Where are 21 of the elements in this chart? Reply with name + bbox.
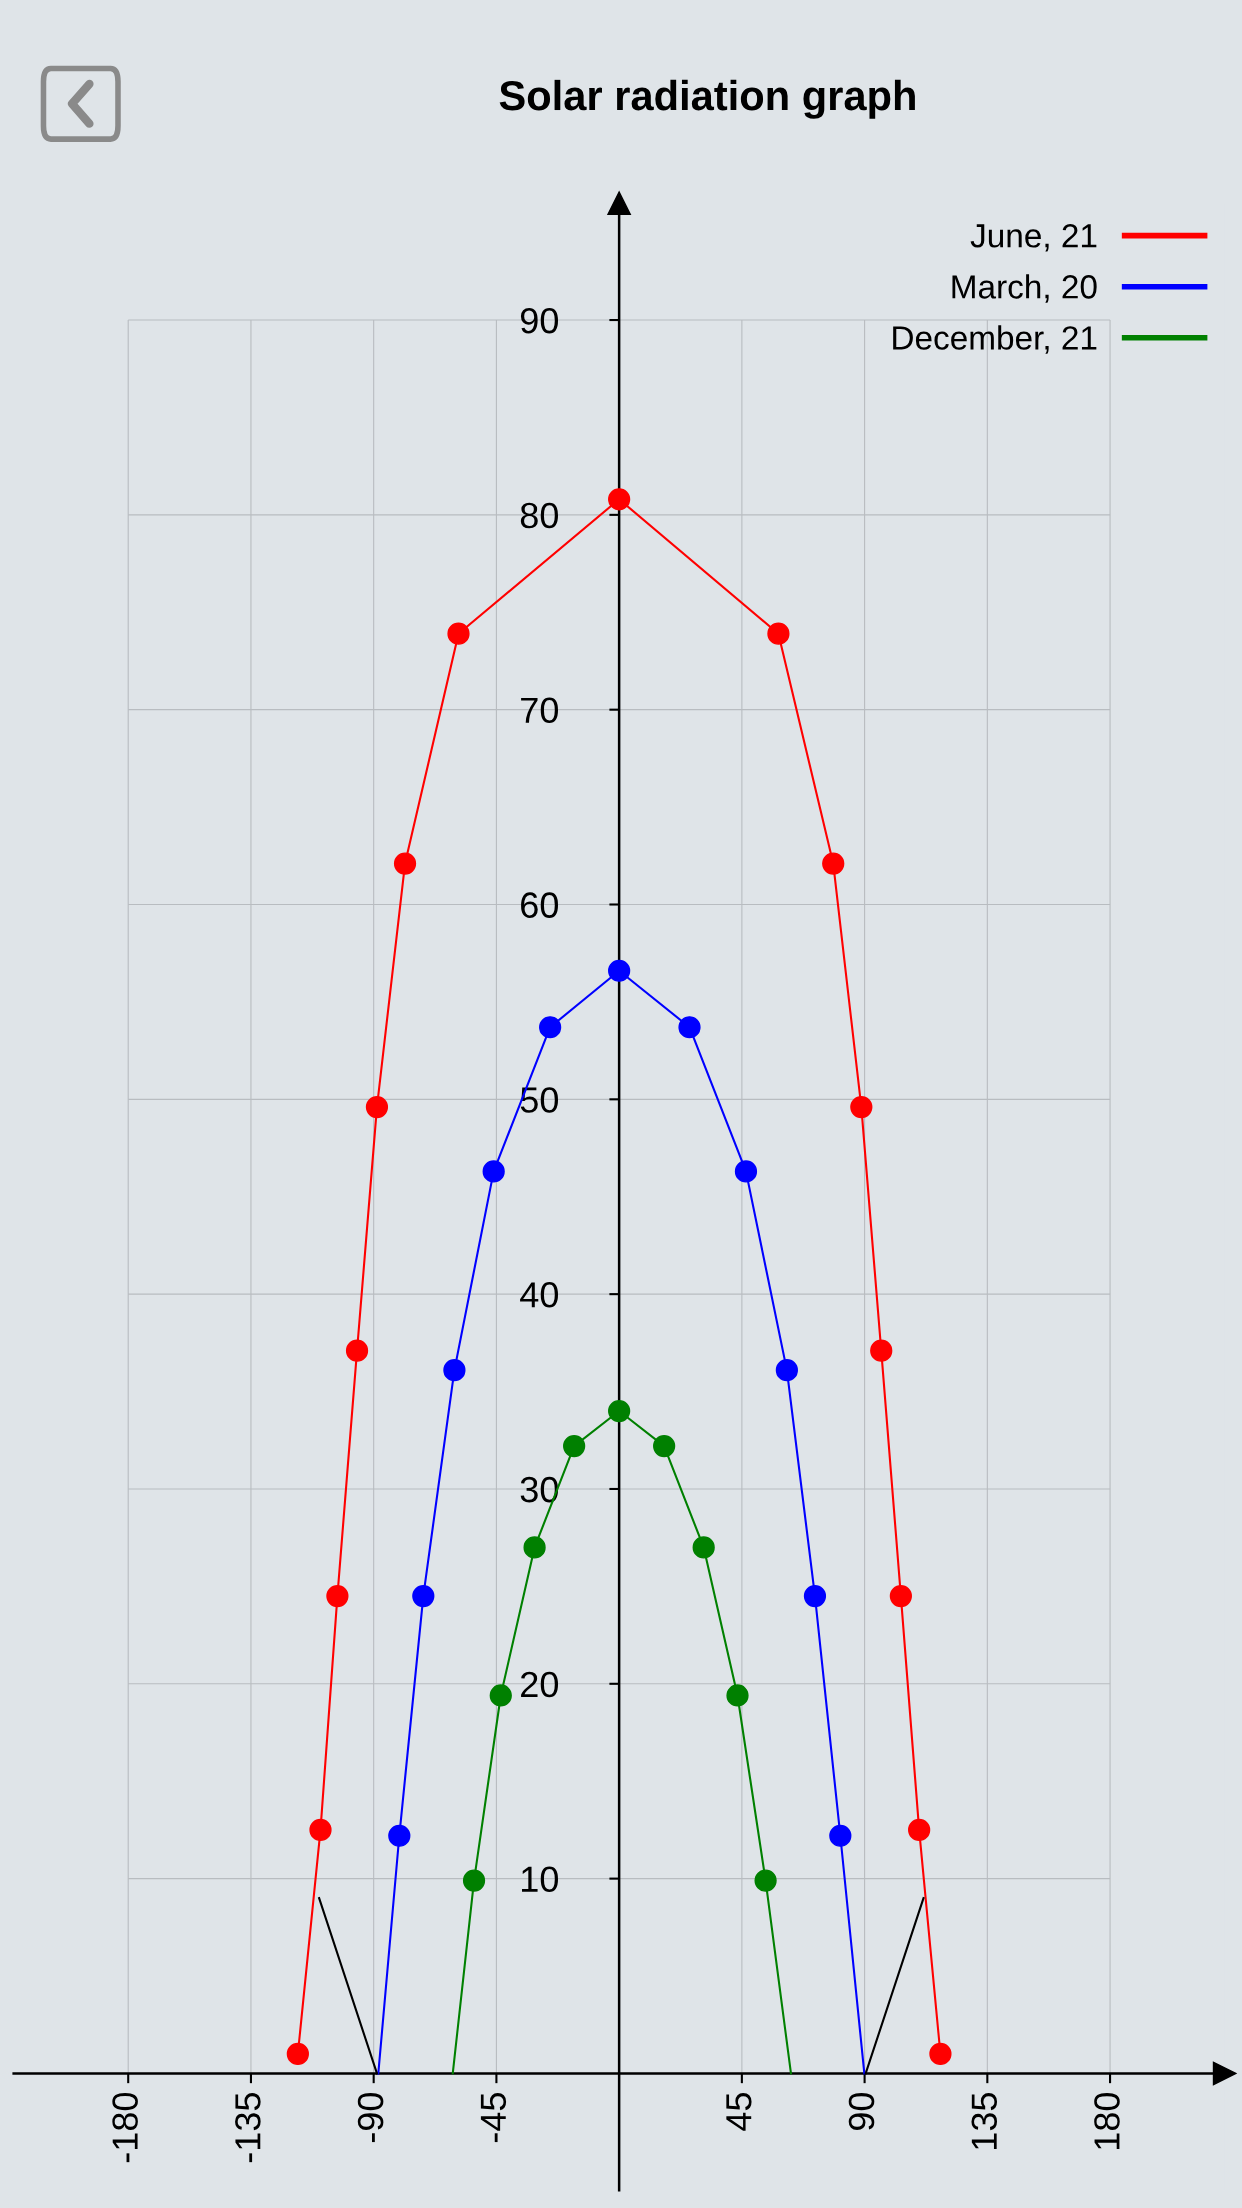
legend-label: June, 21 xyxy=(970,224,1097,252)
y-tick-label: 40 xyxy=(520,1282,559,1308)
x-tick-label: 90 xyxy=(848,2092,875,2130)
y-tick-label: 20 xyxy=(521,1671,559,1698)
x-tick-label: -135 xyxy=(235,2093,261,2163)
y-tick-label: 50 xyxy=(520,1087,559,1113)
legend-label: March, 20 xyxy=(952,274,1097,303)
y-tick-label: 10 xyxy=(522,1866,559,1893)
x-tick-label: -90 xyxy=(357,2092,384,2143)
x-tick-label: -45 xyxy=(480,2093,507,2143)
legend-label: December, 21 xyxy=(893,325,1097,354)
y-tick-label: 90 xyxy=(520,307,559,334)
y-tick-label: 30 xyxy=(520,1476,559,1503)
x-tick-label: 45 xyxy=(726,2093,752,2131)
y-tick-label: 60 xyxy=(521,892,559,918)
x-tick-label: 180 xyxy=(1094,2092,1120,2149)
x-tick-label: -180 xyxy=(112,2092,138,2163)
y-tick-label: 70 xyxy=(521,697,559,724)
chart-title: Solar radiation graph xyxy=(499,79,915,119)
x-tick-label: 135 xyxy=(971,2093,998,2149)
y-tick-label: 80 xyxy=(520,502,559,529)
